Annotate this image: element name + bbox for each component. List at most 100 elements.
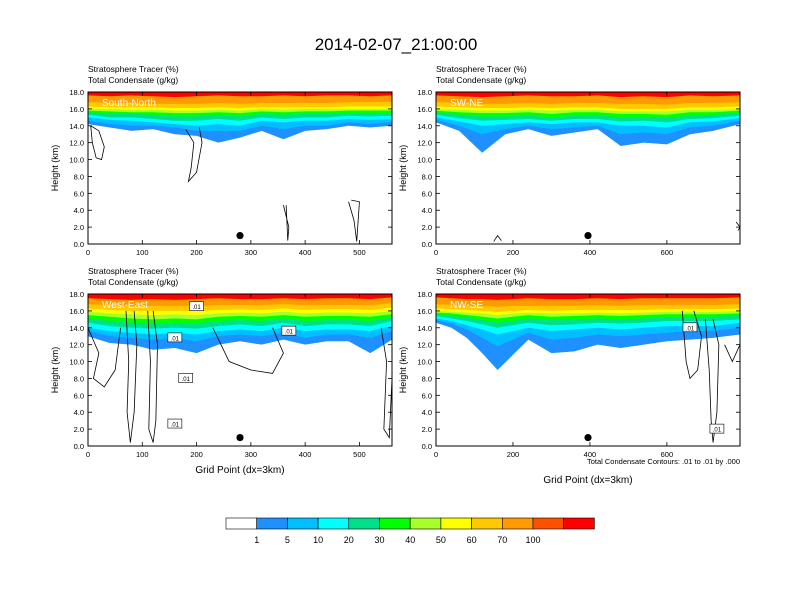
colorbar-swatch [563, 517, 595, 530]
plot-frame [87, 293, 393, 447]
contour-label: .01 [182, 377, 191, 383]
tracer-band-100 [436, 294, 740, 300]
panel-west-east: .01 .01 .01 .01 .01 West-East Stratosphere Tra… [50, 266, 393, 476]
y-tick-label: 14.0 [69, 122, 84, 131]
colorbar-swatch [348, 517, 380, 530]
x-axis-label: Grid Point (dx=3km) [543, 475, 632, 486]
plot-area: .01 .01 [436, 294, 740, 446]
plot-frame [87, 91, 393, 245]
plot-area [88, 92, 392, 244]
y-tick-label: 18.0 [417, 290, 432, 299]
tracer-band-100 [436, 92, 740, 98]
contour-label: .01 [713, 428, 722, 434]
y-tick-label: 10.0 [69, 156, 84, 165]
x-tick-label: 300 [245, 248, 258, 257]
contour-label-box [178, 373, 194, 383]
condensate-contour [380, 327, 392, 439]
y-tick-label: 14.0 [69, 324, 84, 333]
x-tick-label: 600 [661, 248, 674, 257]
plot-frame [435, 293, 741, 447]
condensate-contour [185, 127, 203, 183]
condensate-contour [212, 327, 284, 374]
y-tick-label: 18.0 [69, 88, 84, 97]
location-marker [236, 433, 244, 442]
y-tick-label: 0.0 [422, 240, 432, 249]
contour-label-box [189, 301, 204, 311]
plot-area [436, 92, 740, 244]
y-tick-label: 6.0 [422, 189, 432, 198]
panel-name: SW-NE [450, 98, 483, 109]
colorbar-label: 100 [525, 535, 540, 545]
x-tick-label: 0 [86, 248, 90, 257]
y-tick-label: 16.0 [417, 307, 432, 316]
y-tick-label: 2.0 [74, 425, 84, 434]
x-tick-label: 400 [299, 248, 312, 257]
y-axis-label: Height (km) [50, 145, 60, 192]
y-tick-label: 16.0 [417, 105, 432, 114]
left-title-1: Stratosphere Tracer (%) [436, 64, 527, 74]
colorbar-label: 50 [436, 535, 446, 545]
y-tick-label: 6.0 [422, 391, 432, 400]
contour-label: .01 [686, 326, 695, 332]
left-title-2: Total Condensate (g/kg) [88, 75, 178, 85]
colorbar-label: 5 [285, 535, 290, 545]
colorbar-label: 1 [254, 535, 259, 545]
y-tick-label: 8.0 [74, 172, 84, 181]
left-title-2: Total Condensate (g/kg) [88, 277, 178, 287]
colorbar-swatch [440, 517, 472, 530]
x-tick-label: 500 [353, 248, 366, 257]
y-tick-label: 14.0 [417, 122, 432, 131]
y-tick-label: 0.0 [74, 442, 84, 451]
condensate-contour [724, 344, 740, 363]
colorbar-swatch [225, 517, 258, 530]
condensate-contour [493, 234, 502, 242]
y-axis-label: Height (km) [398, 347, 408, 394]
plot-frame [435, 91, 741, 245]
y-tick-label: 4.0 [422, 408, 432, 417]
y-tick-label: 6.0 [74, 391, 84, 400]
y-tick-label: 10.0 [417, 358, 432, 367]
condensate-contour [88, 327, 121, 388]
contour-label-box [167, 332, 183, 343]
left-title-2: Total Condensate (g/kg) [436, 75, 526, 85]
contour-label-box [281, 325, 297, 336]
y-tick-label: 8.0 [422, 172, 432, 181]
x-tick-label: 200 [507, 248, 520, 257]
x-tick-label: 200 [190, 450, 203, 459]
colorbar-swatch [317, 517, 350, 530]
y-tick-label: 0.0 [422, 442, 432, 451]
y-tick-label: 12.0 [417, 341, 432, 350]
y-tick-label: 10.0 [417, 156, 432, 165]
y-tick-label: 0.0 [74, 240, 84, 249]
plot-area: .01 .01 .01 .01 .01 [88, 294, 392, 446]
panel-south-north: South-North Stratosphere Tracer (%)Total … [50, 64, 393, 257]
condensate-contour [704, 319, 720, 443]
panel-sw-ne: SW-NE Stratosphere Tracer (%)Total Conden… [398, 64, 741, 257]
y-tick-label: 8.0 [74, 374, 84, 383]
x-tick-label: 600 [661, 450, 674, 459]
contour-footnote: Total Condensate Contours: .01 to .01 by… [587, 457, 740, 466]
y-tick-label: 4.0 [74, 408, 84, 417]
y-tick-label: 18.0 [69, 290, 84, 299]
contour-label: .01 [285, 330, 294, 336]
x-tick-label: 400 [584, 450, 597, 459]
condensate-contour [348, 199, 360, 242]
y-tick-label: 2.0 [422, 223, 432, 232]
condensate-contour [681, 310, 702, 380]
y-tick-label: 10.0 [69, 358, 84, 367]
colorbar-swatch [532, 517, 565, 530]
colorbar-swatch [287, 517, 319, 530]
condensate-contour [125, 310, 138, 443]
contour-label: .01 [192, 305, 201, 311]
x-tick-label: 200 [507, 450, 520, 459]
x-tick-label: 400 [584, 248, 597, 257]
y-tick-label: 12.0 [69, 139, 84, 148]
x-tick-label: 0 [434, 450, 438, 459]
x-axis-label: Grid Point (dx=3km) [195, 465, 284, 476]
x-tick-label: 0 [86, 450, 90, 459]
colorbar-swatch [409, 517, 442, 530]
contour-label-box [682, 322, 698, 333]
y-tick-label: 4.0 [74, 206, 84, 215]
